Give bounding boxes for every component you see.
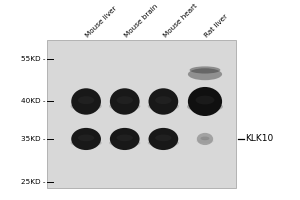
Ellipse shape — [155, 96, 172, 104]
Ellipse shape — [200, 137, 209, 140]
Ellipse shape — [148, 102, 179, 111]
Text: Mouse brain: Mouse brain — [124, 3, 159, 38]
Ellipse shape — [196, 96, 214, 104]
Text: Rat liver: Rat liver — [204, 13, 229, 38]
Ellipse shape — [70, 102, 102, 111]
Text: Mouse liver: Mouse liver — [85, 5, 118, 38]
Text: 40KD -: 40KD - — [22, 98, 46, 104]
Ellipse shape — [197, 133, 213, 145]
Text: Mouse heart: Mouse heart — [162, 2, 198, 38]
Text: 55KD -: 55KD - — [22, 56, 46, 62]
Ellipse shape — [148, 88, 178, 115]
Ellipse shape — [117, 135, 133, 141]
Text: 35KD -: 35KD - — [22, 136, 46, 142]
Ellipse shape — [71, 88, 101, 115]
Ellipse shape — [117, 96, 133, 104]
Ellipse shape — [71, 128, 101, 150]
Ellipse shape — [196, 139, 214, 143]
Ellipse shape — [148, 128, 178, 150]
Ellipse shape — [188, 68, 222, 80]
Ellipse shape — [110, 128, 140, 150]
Ellipse shape — [190, 66, 220, 74]
Ellipse shape — [78, 96, 94, 104]
FancyBboxPatch shape — [47, 40, 236, 188]
Text: KLK10: KLK10 — [245, 134, 273, 143]
Ellipse shape — [188, 87, 222, 116]
Text: 25KD -: 25KD - — [22, 179, 46, 185]
Ellipse shape — [110, 88, 140, 115]
Ellipse shape — [155, 135, 172, 141]
Ellipse shape — [148, 139, 179, 147]
Ellipse shape — [109, 102, 140, 111]
Ellipse shape — [187, 102, 223, 112]
Ellipse shape — [70, 139, 102, 147]
Ellipse shape — [109, 139, 140, 147]
Ellipse shape — [78, 135, 94, 141]
